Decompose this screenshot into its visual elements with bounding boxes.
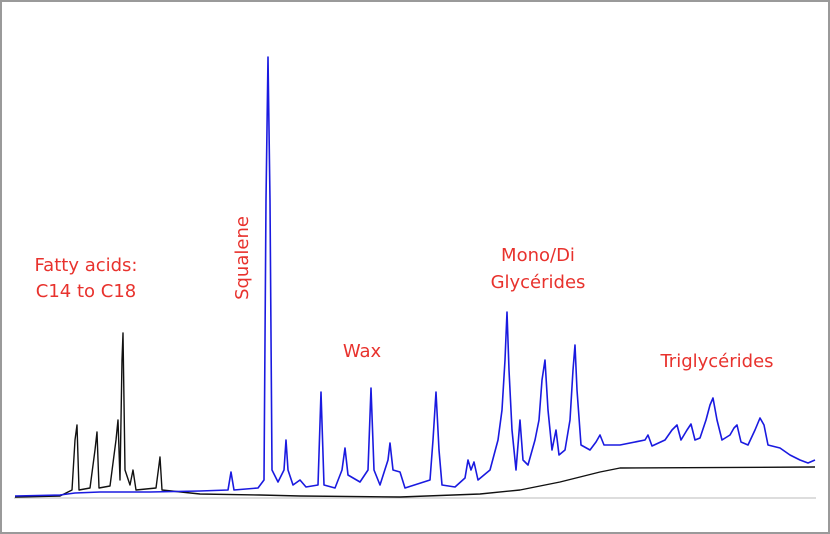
annotation: Wax bbox=[343, 341, 382, 362]
annotation: Triglycérides bbox=[659, 351, 773, 372]
annotation: Glycérides bbox=[491, 272, 586, 293]
annotation: Squalene bbox=[232, 216, 253, 300]
blue-trace bbox=[14, 56, 816, 497]
annotation: Mono/Di bbox=[501, 245, 575, 266]
black-trace bbox=[14, 332, 816, 498]
annotation: C14 to C18 bbox=[36, 281, 136, 302]
annotation: Fatty acids: bbox=[34, 255, 137, 276]
